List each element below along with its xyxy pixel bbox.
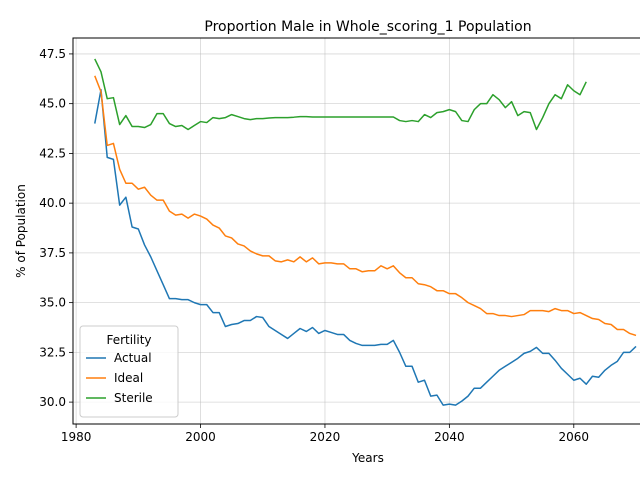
legend-label-sterile: Sterile bbox=[114, 391, 153, 405]
y-tick-label: 42.5 bbox=[39, 146, 66, 160]
y-tick-label: 40.0 bbox=[39, 196, 66, 210]
legend-title: Fertility bbox=[106, 333, 151, 347]
x-tick-label: 1980 bbox=[61, 430, 92, 444]
y-axis-title: % of Population bbox=[14, 184, 28, 278]
legend-label-ideal: Ideal bbox=[114, 371, 143, 385]
x-tick-label: 2040 bbox=[434, 430, 465, 444]
x-tick-label: 2000 bbox=[185, 430, 216, 444]
legend-label-actual: Actual bbox=[114, 351, 152, 365]
y-tick-label: 45.0 bbox=[39, 97, 66, 111]
chart-title: Proportion Male in Whole_scoring_1 Popul… bbox=[204, 19, 531, 35]
y-tick-label: 37.5 bbox=[39, 246, 66, 260]
legend: Fertility Actual Ideal Sterile bbox=[80, 326, 178, 417]
y-tick-label: 47.5 bbox=[39, 47, 66, 61]
x-tick-label: 2060 bbox=[559, 430, 590, 444]
x-axis-title: Years bbox=[351, 451, 384, 465]
y-tick-label: 32.5 bbox=[39, 345, 66, 359]
y-tick-label: 30.0 bbox=[39, 395, 66, 409]
y-tick-label: 35.0 bbox=[39, 296, 66, 310]
x-tick-label: 2020 bbox=[310, 430, 341, 444]
